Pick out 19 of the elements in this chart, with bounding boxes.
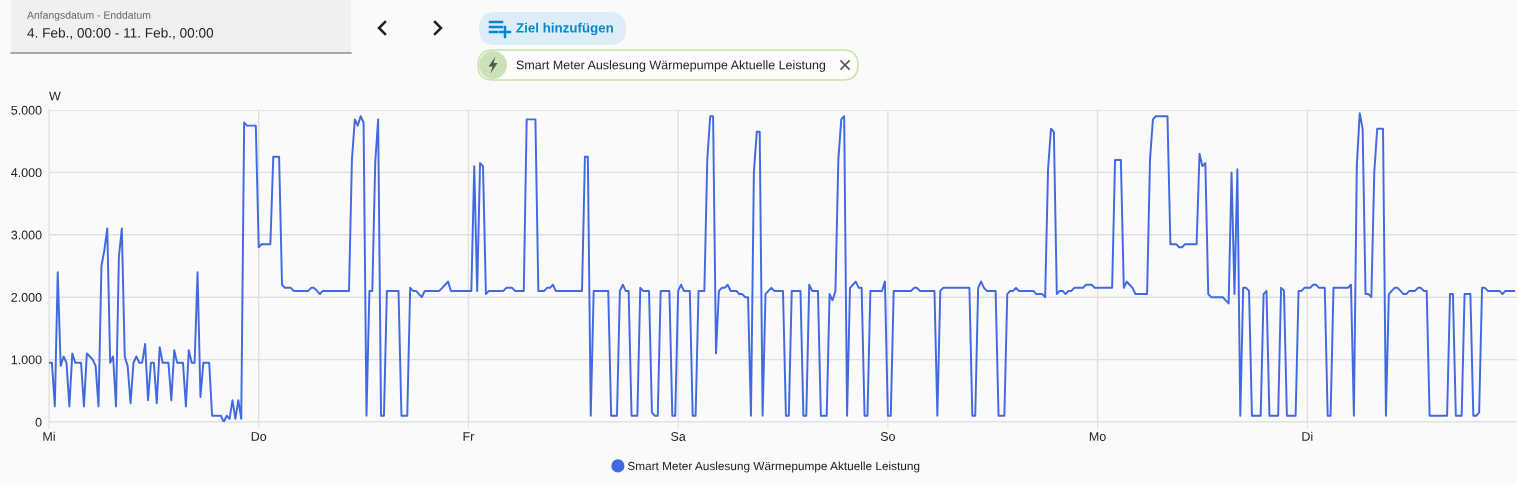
text: Anfangsdatum - Enddatum xyxy=(27,11,151,21)
y-tick-label: 3.000 xyxy=(11,230,42,240)
text: Smart Meter Auslesung Wärmepumpe Aktuelle Leistung xyxy=(516,60,826,72)
y-axis-title: W xyxy=(49,91,61,101)
y-tick-label: 4.000 xyxy=(11,168,42,178)
y-tick-label: 5.000 xyxy=(11,105,42,115)
text: 4. Feb., 00:00 - 11. Feb., 00:00 xyxy=(27,27,214,40)
y-tick-label: 2.000 xyxy=(11,293,42,302)
y-tick-label: 0 xyxy=(35,417,42,427)
x-tick-label: Fr xyxy=(463,432,475,441)
x-tick-label: Di xyxy=(1302,431,1313,441)
x-tick-label: Mi xyxy=(43,431,55,441)
y-tick-label: 1.000 xyxy=(11,355,42,365)
x-tick-label: So xyxy=(880,432,895,441)
x-tick-label: Mo xyxy=(1089,432,1106,441)
x-tick-label: Do xyxy=(251,432,267,441)
text: Ziel hinzufügen xyxy=(516,22,613,36)
legend-label: Smart Meter Auslesung Wärmepumpe Aktuelle Leistung xyxy=(627,461,920,473)
x-tick-label: Sa xyxy=(671,432,686,441)
